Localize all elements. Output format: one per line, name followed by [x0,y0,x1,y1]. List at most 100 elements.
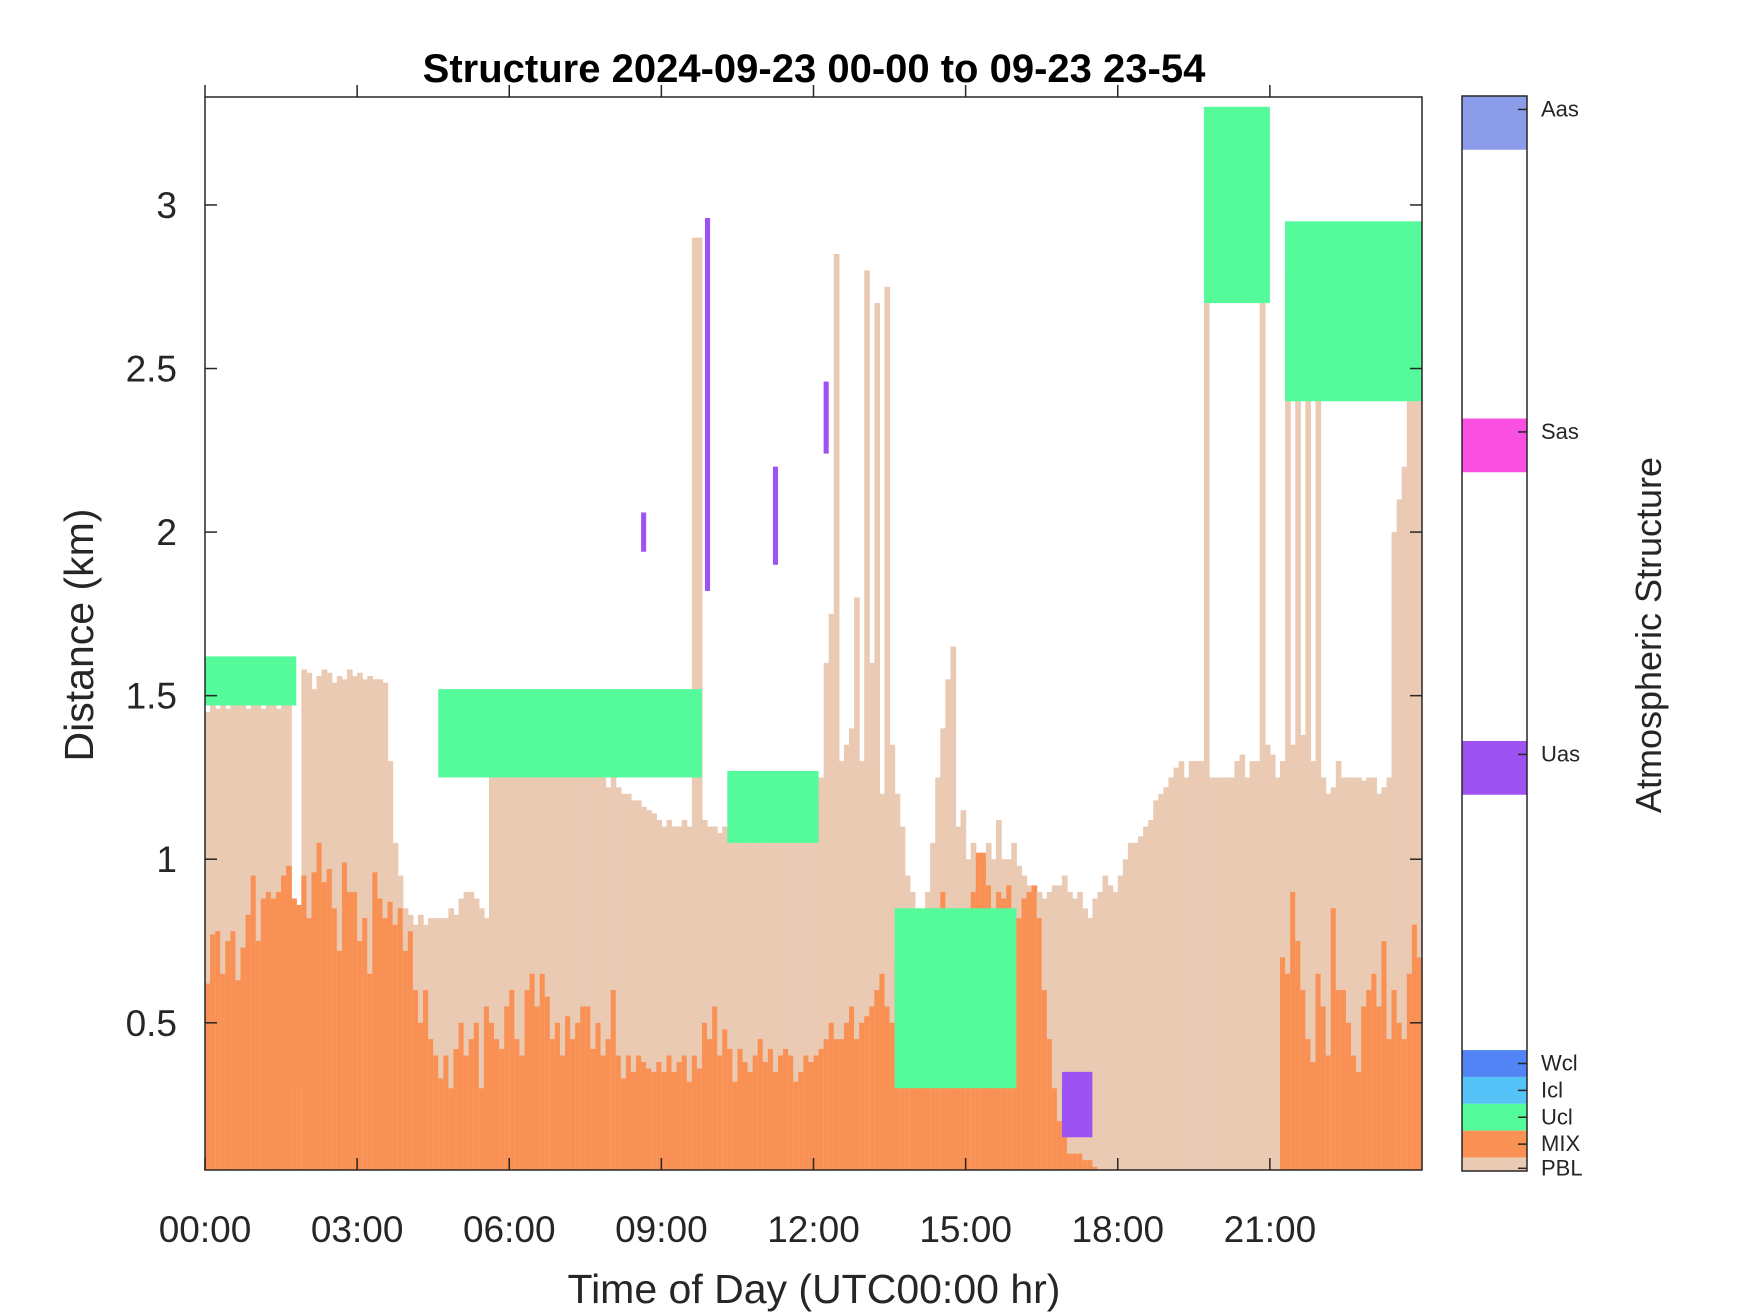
mix-column [1366,990,1372,1170]
pbl-column [742,842,749,1170]
pbl-column [1274,777,1281,1170]
pbl-column [1138,836,1144,1170]
mix-column [1401,1039,1408,1170]
pbl-column [722,826,728,1170]
mix-column [250,875,257,1170]
mix-column [1386,1039,1393,1170]
pbl-column [1335,761,1342,1170]
mix-column [499,1048,505,1170]
mix-column [747,1071,754,1170]
mix-column [793,1081,799,1170]
mix-column [1021,898,1028,1170]
pbl-column [605,787,612,1170]
colorbar-tick-label-pbl: PBL [1541,1155,1583,1180]
pbl-column [478,908,485,1170]
mix-column [595,1022,602,1170]
pbl-column [747,842,754,1170]
mix-column [377,898,384,1170]
pbl-column [1229,777,1235,1170]
pbl-column [1153,800,1159,1170]
mix-column [722,1029,728,1170]
mix-column [240,947,247,1170]
mix-column [1310,1062,1317,1170]
pbl-column [636,800,642,1170]
mix-column [346,891,353,1170]
pbl-column [1087,918,1093,1170]
mix-column [362,918,368,1170]
colorbar-swatch-pbl [1462,1157,1527,1171]
pbl-column [438,918,444,1170]
mix-column [1285,973,1291,1170]
chart-title: Structure 2024-09-23 00-00 to 09-23 23-5… [423,47,1206,91]
mix-column [1072,1153,1078,1170]
mix-column [412,990,419,1170]
mix-column [590,1048,597,1170]
pbl-column [1148,819,1154,1170]
pbl-column [889,744,896,1170]
mix-column [488,1022,495,1170]
pbl-column [1183,777,1190,1170]
pbl-column [205,712,211,1170]
mix-column [615,1055,622,1170]
mix-column [534,1006,541,1170]
mix-column [620,1078,627,1170]
ucl-region [1203,106,1270,304]
pbl-column [1300,734,1306,1170]
pbl-column [752,833,759,1170]
mix-column [833,1039,840,1170]
mix-column [1325,1055,1332,1170]
pbl-column [1305,335,1312,1170]
mix-column [1046,1039,1053,1170]
mix-column [397,908,404,1170]
mix-column [407,931,414,1170]
pbl-column [620,793,627,1170]
pbl-column [701,819,708,1170]
pbl-column [1178,761,1185,1170]
mix-column [1351,1055,1357,1170]
mix-column [311,872,318,1170]
x-tick-label: 21:00 [1224,1209,1317,1250]
mix-column [641,1062,647,1170]
pbl-column [1269,754,1276,1170]
mix-column [392,924,399,1170]
mix-column [798,1071,804,1170]
pbl-column [1168,777,1175,1170]
pbl-column [732,839,739,1170]
pbl-column [443,918,449,1170]
pbl-column [575,777,581,1170]
pbl-column [1188,761,1195,1170]
mix-column [220,973,226,1170]
pbl-column [357,672,363,1170]
mix-column [559,1055,566,1170]
mix-column [676,1062,683,1170]
pbl-column [788,826,794,1170]
mix-column [210,934,216,1170]
mix-column [478,1088,485,1170]
pbl-column [1411,368,1418,1170]
pbl-column [1051,885,1058,1170]
pbl-column [671,826,678,1170]
mix-column [265,891,272,1170]
mix-column [727,1048,733,1170]
mix-column [336,950,343,1170]
pbl-column [554,777,561,1170]
mix-column [585,1006,591,1170]
pbl-column [1386,777,1393,1170]
pbl-column [1391,532,1398,1170]
pbl-column [757,842,764,1170]
pbl-column [499,754,505,1170]
pbl-column [854,597,860,1170]
pbl-column [559,767,566,1170]
mix-column [681,1055,688,1170]
ucl-region [205,656,297,706]
ucl-region [1285,221,1422,402]
pbl-column [488,761,495,1170]
mix-column [884,1006,891,1170]
pbl-column [1356,777,1362,1170]
mix-column [1295,941,1301,1170]
x-tick-label: 09:00 [615,1209,708,1250]
pbl-column [712,826,718,1170]
pbl-column [661,826,668,1170]
mix-column [854,1039,860,1170]
pbl-column [727,826,733,1170]
